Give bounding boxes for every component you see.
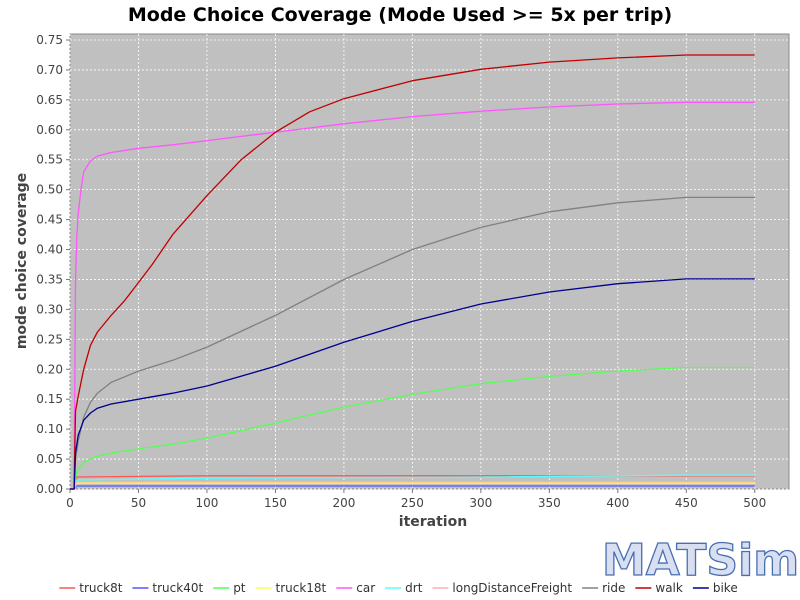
y-tick-label: 0.65 bbox=[36, 93, 63, 107]
legend-label-car: car bbox=[356, 581, 375, 595]
y-tick-label: 0.15 bbox=[36, 392, 63, 406]
x-axis-ticks: 0 50 100 150 200 250 300 350 400 450 500 bbox=[66, 489, 766, 510]
series-lines bbox=[70, 54, 755, 490]
legend-label-walk: walk bbox=[655, 581, 683, 595]
y-tick-label: 0.00 bbox=[36, 482, 63, 496]
y-tick-label: 0.45 bbox=[36, 213, 63, 227]
x-tick-label: 250 bbox=[401, 496, 424, 510]
x-tick-label: 150 bbox=[264, 496, 287, 510]
legend-label-ride: ride bbox=[602, 581, 625, 595]
series-line-car bbox=[70, 101, 755, 490]
y-tick-label: 0.50 bbox=[36, 183, 63, 197]
y-tick-label: 0.20 bbox=[36, 362, 63, 376]
legend-label-truck40t: truck40t bbox=[152, 581, 203, 595]
legend-label-truck18t: truck18t bbox=[276, 581, 327, 595]
matsim-logo: MATSim bbox=[602, 535, 799, 586]
legend-label-truck8t: truck8t bbox=[79, 581, 122, 595]
chart-title: Mode Choice Coverage (Mode Used >= 5x pe… bbox=[128, 4, 672, 26]
y-axis-ticks: 0.00 0.05 0.10 0.15 0.20 0.25 0.30 0.35 0.40 0.45… bbox=[36, 33, 70, 496]
y-tick-label: 0.35 bbox=[36, 272, 63, 286]
y-tick-label: 0.70 bbox=[36, 63, 63, 77]
x-tick-label: 350 bbox=[538, 496, 561, 510]
x-tick-label: 50 bbox=[131, 496, 146, 510]
series-line-walk bbox=[70, 54, 755, 490]
legend: truck8t truck40t pt truck18t car drt longDista… bbox=[59, 581, 738, 595]
y-axis-label: mode choice coverage bbox=[14, 173, 30, 349]
series-line-pt bbox=[70, 366, 755, 490]
series-line-bike bbox=[70, 278, 755, 490]
y-tick-label: 0.25 bbox=[36, 332, 63, 346]
series-line-ride bbox=[70, 196, 755, 490]
legend-label-bike: bike bbox=[713, 581, 738, 595]
plot-area bbox=[69, 33, 790, 490]
legend-label-longDistanceFreight: longDistanceFreight bbox=[452, 581, 572, 595]
x-tick-label: 400 bbox=[606, 496, 629, 510]
x-tick-label: 100 bbox=[195, 496, 218, 510]
x-axis-label: iteration bbox=[399, 514, 467, 530]
y-tick-label: 0.55 bbox=[36, 153, 63, 167]
y-tick-label: 0.60 bbox=[36, 123, 63, 137]
x-tick-label: 0 bbox=[66, 496, 74, 510]
y-tick-label: 0.30 bbox=[36, 302, 63, 316]
legend-label-drt: drt bbox=[405, 581, 423, 595]
y-tick-label: 0.05 bbox=[36, 452, 63, 466]
x-tick-label: 300 bbox=[469, 496, 492, 510]
y-tick-label: 0.40 bbox=[36, 243, 63, 257]
y-tick-label: 0.75 bbox=[36, 33, 63, 47]
legend-label-pt: pt bbox=[233, 581, 246, 595]
y-tick-label: 0.10 bbox=[36, 422, 63, 436]
x-tick-label: 200 bbox=[332, 496, 355, 510]
x-tick-label: 450 bbox=[675, 496, 698, 510]
x-tick-label: 500 bbox=[743, 496, 766, 510]
